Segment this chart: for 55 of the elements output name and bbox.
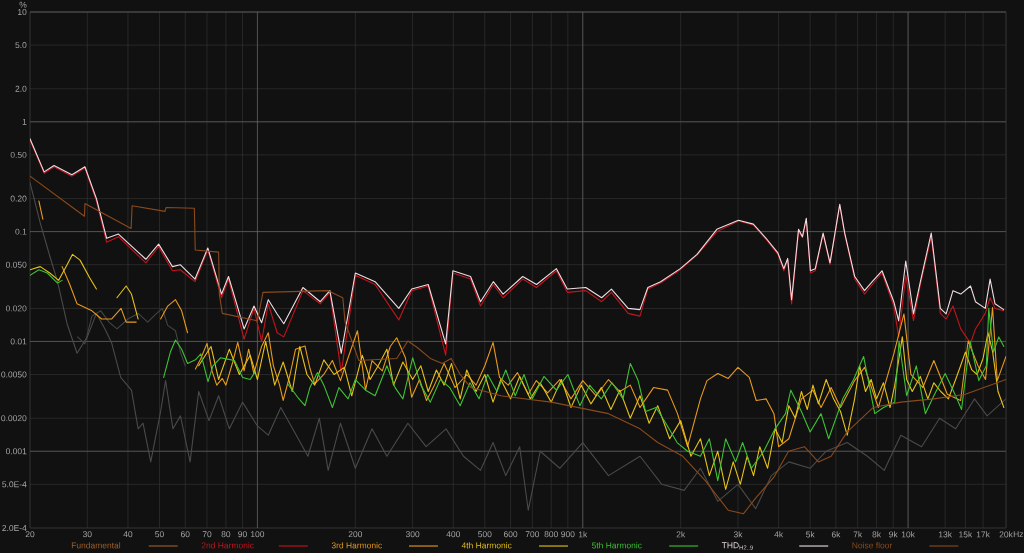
x-tick-label: 800 — [544, 531, 558, 538]
x-tick-label: 9k — [889, 531, 898, 538]
x-tick-label: 15k — [959, 531, 973, 538]
y-tick-label: 2.0E-4 — [2, 525, 27, 531]
x-tick-label: 5k — [806, 531, 815, 538]
text: Noise floor — [852, 542, 893, 549]
y-tick-label: 0.050 — [5, 261, 27, 268]
y-tick-label: 0.1 — [15, 228, 27, 235]
x-tick-label: 300 — [405, 531, 420, 538]
x-tick-label: 60 — [180, 531, 190, 538]
text: THD$_{H2..9}$ — [721, 542, 753, 550]
text: 4th Harmonic — [461, 542, 512, 549]
text: 2nd Harmonic — [201, 542, 254, 549]
y-tick-label: 0.0020 — [1, 415, 27, 422]
x-tick-label: 40 — [123, 531, 133, 538]
x-tick-label: 20 — [25, 531, 35, 538]
y-tick-label: 10 — [18, 9, 27, 15]
x-tick-label: 700 — [525, 531, 540, 538]
x-tick-label: 400 — [446, 531, 461, 538]
text: 3rd Harmonic — [331, 542, 382, 549]
y-tick-label: 1 — [22, 118, 27, 125]
x-tick-label: 30 — [82, 531, 92, 538]
x-axis-title: Hz — [1013, 531, 1024, 538]
y-tick-label: 0.001 — [5, 448, 27, 455]
x-tick-label: 200 — [348, 531, 363, 538]
x-tick-label: 2k — [676, 531, 686, 538]
x-tick-label: 20k — [999, 531, 1013, 538]
x-tick-label: 1k — [578, 531, 588, 538]
y-tick-label: 0.01 — [10, 338, 27, 345]
x-tick-label: 3k — [733, 531, 743, 538]
y-tick-label: 0.0050 — [1, 371, 27, 378]
text: 5th Harmonic — [591, 542, 642, 549]
y-tick-label: 0.50 — [10, 151, 27, 158]
x-tick-label: 4k — [774, 531, 784, 538]
x-tick-label: 10k — [901, 531, 915, 538]
y-tick-label: 5.0 — [15, 42, 27, 49]
y-tick-label: 2.0 — [15, 85, 27, 92]
x-tick-label: 70 — [202, 531, 212, 538]
y-tick-label: 0.20 — [10, 195, 27, 202]
x-tick-label: 8k — [872, 531, 882, 538]
x-tick-label: 7k — [853, 531, 863, 538]
y-axis-title: % — [19, 1, 27, 8]
y-tick-label: 5.0E-4 — [2, 481, 27, 488]
legend-label: Fundamental — [71, 542, 121, 549]
x-tick-label: 600 — [503, 531, 518, 538]
x-tick-label: 17k — [976, 531, 990, 538]
x-tick-label: 50 — [155, 531, 164, 538]
x-tick-label: 500 — [478, 531, 492, 538]
x-tick-label: 80 — [221, 531, 231, 538]
x-tick-label: 13k — [938, 531, 952, 538]
x-tick-label: 100 — [250, 531, 265, 538]
x-tick-label: 900 — [561, 531, 575, 538]
x-tick-label: 6k — [831, 531, 841, 538]
x-tick-label: 90 — [238, 531, 247, 538]
y-tick-label: 0.020 — [5, 305, 27, 312]
